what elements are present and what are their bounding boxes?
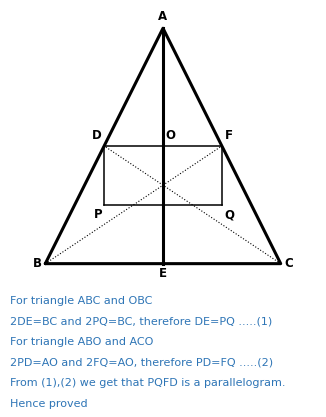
Text: B: B — [33, 257, 42, 270]
Text: 2PD=AO and 2FQ=AO, therefore PD=FQ .....(2): 2PD=AO and 2FQ=AO, therefore PD=FQ .....… — [10, 358, 273, 367]
Text: For triangle ABO and ACO: For triangle ABO and ACO — [10, 337, 153, 347]
Text: For triangle ABC and OBC: For triangle ABC and OBC — [10, 296, 152, 306]
Text: Hence proved: Hence proved — [10, 399, 87, 409]
Text: From (1),(2) we get that PQFD is a parallelogram.: From (1),(2) we get that PQFD is a paral… — [10, 378, 285, 388]
Text: E: E — [159, 267, 167, 280]
Text: P: P — [94, 208, 102, 221]
Text: F: F — [225, 129, 233, 142]
Text: Q: Q — [224, 208, 234, 221]
Text: D: D — [92, 129, 101, 142]
Text: 2DE=BC and 2PQ=BC, therefore DE=PQ .....(1): 2DE=BC and 2PQ=BC, therefore DE=PQ .....… — [10, 317, 272, 326]
Text: C: C — [284, 257, 293, 270]
Text: O: O — [166, 129, 176, 142]
Text: A: A — [158, 10, 168, 23]
